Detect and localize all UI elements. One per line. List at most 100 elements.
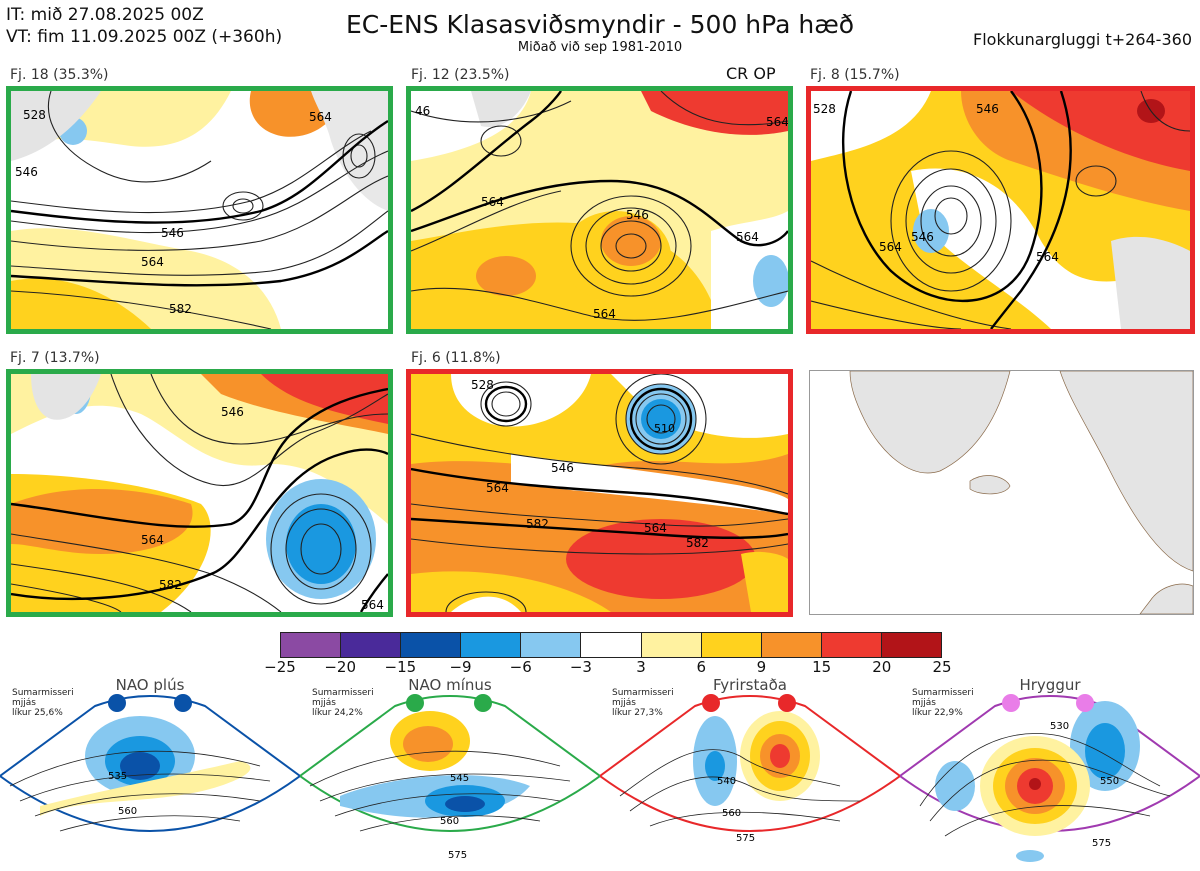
cluster-map-5: 528 546 564 582 564 582 510 <box>406 369 793 617</box>
contour-label: 582 <box>169 302 192 316</box>
panel-1-label: Fj. 18 (35.3%) <box>10 67 109 83</box>
colorbar-tick-label: −15 <box>384 658 417 676</box>
regime-marker-dot <box>702 694 720 712</box>
page-subtitle: Miðað við sep 1981-2010 <box>517 40 683 55</box>
regime-ridge: 530 550 575 Hryggur Sumarmisseri mjjás l… <box>900 676 1200 871</box>
regime-contour-label: 530 <box>1050 721 1069 732</box>
regime-contour-label: 540 <box>717 776 736 787</box>
regime-contour-label: 575 <box>736 833 755 844</box>
panel-3-label: Fj. 8 (15.7%) <box>810 67 900 83</box>
contour-label: 564 <box>593 307 616 321</box>
regime-marker-dot <box>1076 694 1094 712</box>
regime-title: NAO plús <box>115 676 185 694</box>
colorbar <box>280 632 942 658</box>
colorbar-swatch <box>641 633 702 657</box>
colorbar-swatch <box>281 633 342 657</box>
regime-info: Sumarmisseri mjjás líkur 24,2% <box>312 688 374 718</box>
colorbar-tick-label: −20 <box>324 658 356 676</box>
colorbar-swatch <box>341 633 402 657</box>
cluster-map-4: 564 546 582 564 <box>6 369 393 617</box>
cluster-map-2: 46 564 546 564 564 564 <box>406 86 793 334</box>
regime-contour-label: 575 <box>448 850 467 861</box>
contour-label: 564 <box>879 240 902 254</box>
colorbar-tick-label: −6 <box>509 658 532 676</box>
contour-label: 546 <box>221 405 244 419</box>
contour-label: 564 <box>1036 250 1059 264</box>
contour-label: 564 <box>361 598 384 612</box>
colorbar-tick-label: 3 <box>636 658 646 676</box>
valid-time: VT: fim 11.09.2025 00Z (+360h) <box>6 27 283 47</box>
contour-label: 564 <box>481 195 504 209</box>
regime-contour-label: 545 <box>450 773 469 784</box>
contour-label: 564 <box>766 115 788 129</box>
panel-4-label: Fj. 7 (13.7%) <box>10 350 100 366</box>
colorbar-tick-label: 25 <box>932 658 952 676</box>
contour-label: 564 <box>141 533 164 547</box>
regime-marker-dot <box>174 694 192 712</box>
cr-op-label: CR OP <box>726 64 776 83</box>
contour-label: 46 <box>415 104 430 118</box>
colorbar-ticks: −25 −20 −15 −9 −6 −3 3 6 9 15 20 25 <box>258 658 964 678</box>
colorbar-swatch <box>881 633 942 657</box>
colorbar-swatch <box>521 633 582 657</box>
colorbar-swatch <box>821 633 882 657</box>
regime-contour-label: 560 <box>118 806 137 817</box>
regime-marker-dot <box>406 694 424 712</box>
contour-label: 528 <box>23 108 46 122</box>
contour-label: 582 <box>526 517 549 531</box>
regime-contour-label: 560 <box>440 816 459 827</box>
panel-2-label: Fj. 12 (23.5%) <box>411 67 510 83</box>
colorbar-swatch <box>401 633 462 657</box>
contour-label: 564 <box>486 481 509 495</box>
cluster-map-3: 528 546 546 564 564 <box>806 86 1195 334</box>
colorbar-swatch <box>581 633 642 657</box>
regime-title: NAO mínus <box>408 676 492 694</box>
colorbar-tick-label: −25 <box>264 658 296 676</box>
contour-label: 546 <box>976 102 999 116</box>
colorbar-swatch <box>461 633 522 657</box>
regime-contour-label: 560 <box>722 808 741 819</box>
colorbar-tick-label: 6 <box>696 658 707 676</box>
contour-label: 564 <box>309 110 332 124</box>
regime-nao-minus: 545 560 575 NAO mínus Sumarmisseri mjjás… <box>300 676 600 871</box>
regime-blocking: 540 560 575 Fyrirstaða Sumarmisseri mjjá… <box>600 676 900 871</box>
contour-label: 510 <box>654 422 675 435</box>
regime-marker-dot <box>474 694 492 712</box>
regime-marker-dot <box>1002 694 1020 712</box>
contour-label: 546 <box>15 165 38 179</box>
regime-contour-label: 550 <box>1100 776 1119 787</box>
contour-label: 564 <box>644 521 667 535</box>
empty-basemap <box>809 370 1194 615</box>
contour-label: 546 <box>551 461 574 475</box>
contour-label: 582 <box>159 578 182 592</box>
regime-title: Fyrirstaða <box>713 676 787 694</box>
regime-nao-plus: 535 560 NAO plús Sumarmisseri mjjás líku… <box>0 676 300 871</box>
regime-marker-dot <box>778 694 796 712</box>
regime-contour-label: 575 <box>1092 838 1111 849</box>
regime-info: Sumarmisseri mjjás líkur 27,3% <box>612 688 674 718</box>
regime-contour-label: 535 <box>108 771 127 782</box>
colorbar-tick-label: 15 <box>812 658 832 676</box>
page-title: EC-ENS Klasasviðsmyndir - 500 hPa hæð <box>345 10 855 39</box>
panel-5-label: Fj. 6 (11.8%) <box>411 350 501 366</box>
colorbar-tick-label: 20 <box>872 658 892 676</box>
contour-label: 528 <box>813 102 836 116</box>
initial-time: IT: mið 27.08.2025 00Z <box>6 5 204 25</box>
regime-marker-dot <box>108 694 126 712</box>
regime-info: Sumarmisseri mjjás líkur 22,9% <box>912 688 974 718</box>
header-run-info: IT: mið 27.08.2025 00Z VT: fim 11.09.202… <box>6 4 282 48</box>
contour-label: 546 <box>911 230 934 244</box>
colorbar-swatch <box>761 633 822 657</box>
cluster-map-1: 528 546 546 564 564 582 <box>6 86 393 334</box>
contour-label: 546 <box>161 226 184 240</box>
colorbar-tick-label: −3 <box>569 658 592 676</box>
colorbar-tick-label: −9 <box>449 658 472 676</box>
colorbar-swatch <box>701 633 762 657</box>
contour-label: 564 <box>736 230 759 244</box>
contour-label: 528 <box>471 378 494 392</box>
colorbar-tick-label: 9 <box>756 658 767 676</box>
contour-label: 564 <box>141 255 164 269</box>
contour-label: 546 <box>626 208 649 222</box>
regime-info: Sumarmisseri mjjás líkur 25,6% <box>12 688 74 718</box>
contour-label: 582 <box>686 536 709 550</box>
